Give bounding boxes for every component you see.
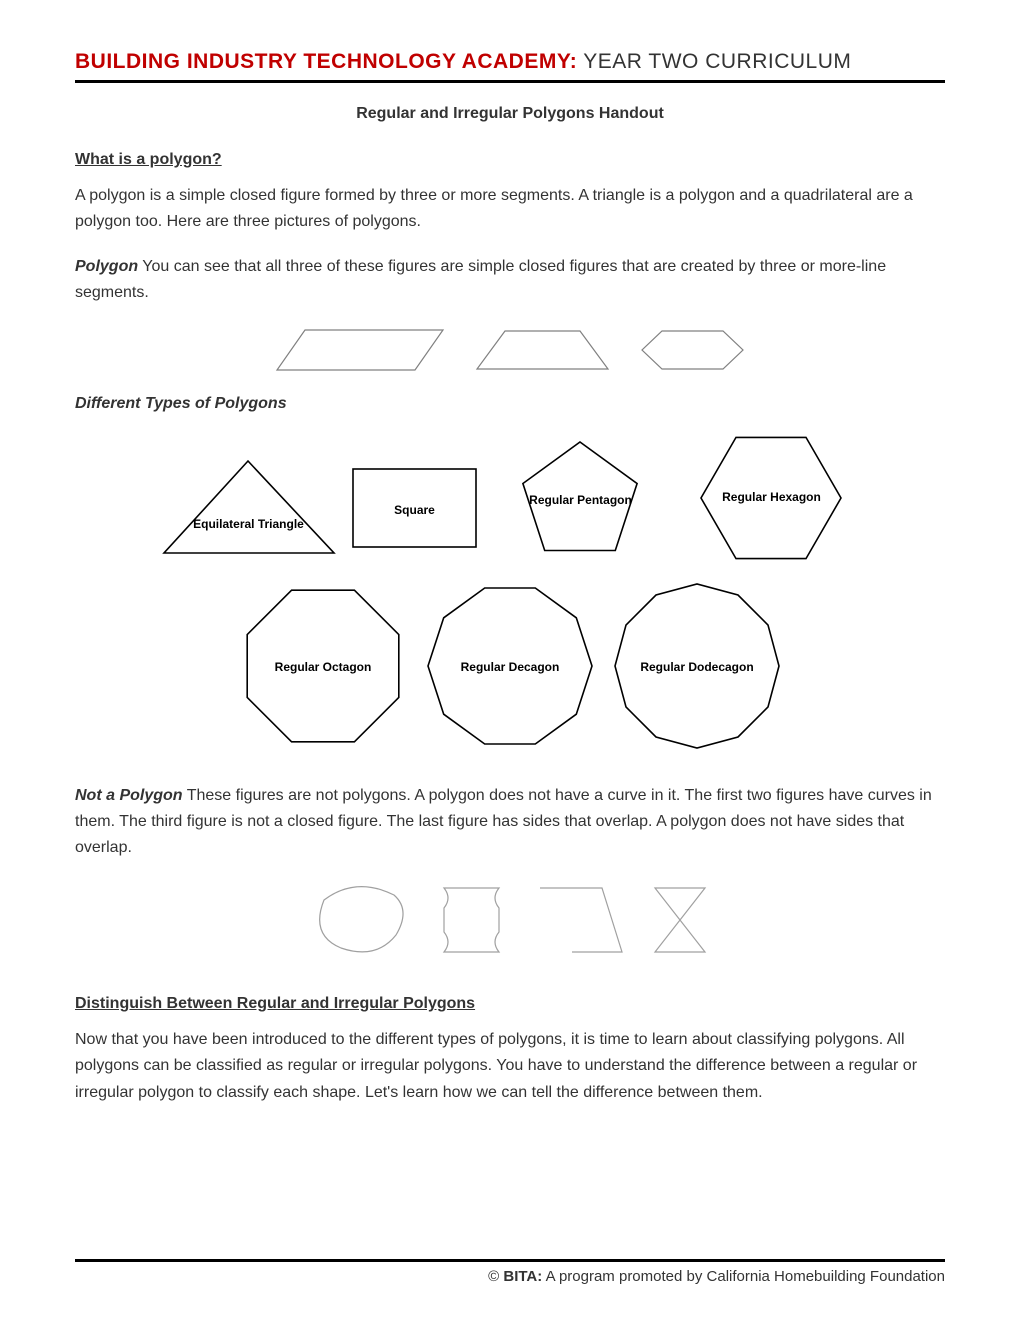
- shape-octagon: Regular Octagon: [231, 578, 416, 753]
- open-figure-icon: [532, 880, 627, 960]
- shape-triangle: Equilateral Triangle: [156, 455, 341, 560]
- handout-title: Regular and Irregular Polygons Handout: [75, 105, 945, 123]
- not-polygon-rest: These figures are not polygons. A polygo…: [75, 787, 932, 857]
- footer-bold: BITA:: [503, 1268, 542, 1285]
- shape-hexagon: Regular Hexagon: [679, 435, 864, 560]
- label-triangle: Equilateral Triangle: [193, 517, 304, 531]
- footer-rest: A program promoted by California Homebui…: [542, 1268, 945, 1285]
- paragraph-not-polygon: Not a Polygon These figures are not poly…: [75, 783, 945, 862]
- parallelogram-icon: [275, 325, 445, 375]
- paragraph-distinguish: Now that you have been introduced to the…: [75, 1027, 945, 1106]
- section-heading-distinguish: Distinguish Between Regular and Irregula…: [75, 995, 945, 1013]
- label-pentagon: Regular Pentagon: [529, 493, 632, 507]
- label-decagon: Regular Decagon: [461, 660, 560, 674]
- subheading-types: Different Types of Polygons: [75, 395, 945, 413]
- rounded-square-icon: [429, 880, 514, 960]
- lead-word-polygon: Polygon: [75, 258, 138, 275]
- trapezoid-icon: [475, 325, 610, 375]
- label-square: Square: [394, 503, 435, 517]
- regular-polygons-row-1: Equilateral Triangle Square Regular Pent…: [75, 435, 945, 560]
- shape-pentagon: Regular Pentagon: [488, 435, 673, 560]
- overlap-figure-icon: [645, 880, 715, 960]
- page-header: BUILDING INDUSTRY TECHNOLOGY ACADEMY: YE…: [75, 50, 945, 83]
- shape-dodecagon: Regular Dodecagon: [605, 578, 790, 753]
- shape-square: Square: [347, 455, 482, 560]
- page-footer: © BITA: A program promoted by California…: [75, 1259, 945, 1285]
- page-container: BUILDING INDUSTRY TECHNOLOGY ACADEMY: YE…: [0, 0, 1020, 1320]
- footer-copyright: ©: [488, 1268, 503, 1285]
- paragraph-polygon-lead: Polygon You can see that all three of th…: [75, 254, 945, 307]
- label-dodecagon: Regular Dodecagon: [640, 660, 753, 674]
- label-hexagon: Regular Hexagon: [722, 490, 821, 504]
- curved-blob-icon: [306, 880, 411, 960]
- header-title-rest: YEAR TWO CURRICULUM: [577, 50, 851, 73]
- not-polygon-shapes-row: [75, 880, 945, 960]
- lead-word-not-polygon: Not a Polygon: [75, 787, 183, 804]
- hexagon-flat-icon: [640, 325, 745, 375]
- section-heading-what-is-polygon: What is a polygon?: [75, 151, 945, 169]
- header-title-bold: BUILDING INDUSTRY TECHNOLOGY ACADEMY:: [75, 50, 577, 73]
- shape-decagon: Regular Decagon: [418, 578, 603, 753]
- label-octagon: Regular Octagon: [275, 660, 372, 674]
- paragraph-definition: A polygon is a simple closed figure form…: [75, 183, 945, 236]
- regular-polygons-row-2: Regular Octagon Regular Decagon Regular …: [75, 578, 945, 753]
- intro-shapes-row: [75, 325, 945, 375]
- polygon-lead-rest: You can see that all three of these figu…: [75, 258, 886, 301]
